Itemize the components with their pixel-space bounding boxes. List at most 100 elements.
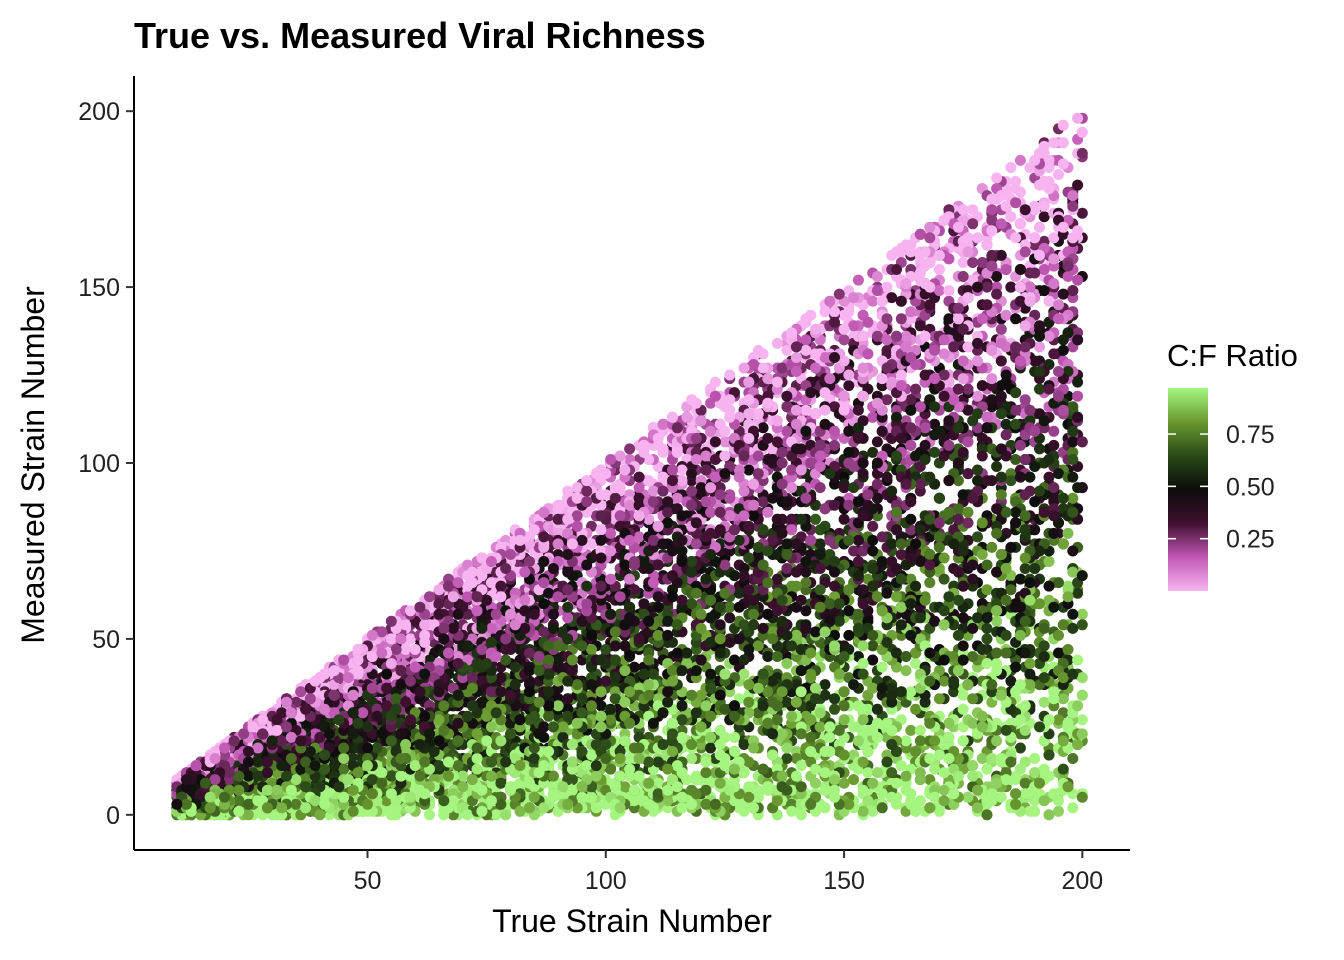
data-point	[1019, 777, 1031, 789]
data-point	[1000, 309, 1012, 321]
data-point	[910, 703, 922, 715]
data-point	[981, 633, 993, 645]
data-point	[1014, 742, 1026, 754]
data-point	[619, 781, 631, 793]
data-point	[919, 330, 931, 342]
data-point	[895, 369, 907, 381]
data-point	[1062, 644, 1074, 655]
data-point	[1076, 714, 1088, 726]
data-point	[733, 587, 745, 599]
data-point	[952, 566, 964, 578]
data-point	[1024, 805, 1036, 817]
data-point	[995, 489, 1007, 501]
data-point	[1043, 162, 1055, 173]
data-point	[933, 541, 945, 553]
data-point	[981, 763, 993, 775]
data-point	[733, 633, 745, 645]
data-point	[1053, 169, 1064, 180]
data-point	[424, 809, 435, 821]
data-point	[400, 644, 412, 655]
data-point	[967, 257, 979, 268]
data-point	[905, 724, 917, 736]
data-point	[1076, 689, 1088, 701]
data-point	[819, 689, 831, 701]
data-point	[781, 496, 793, 508]
data-point	[843, 380, 855, 392]
data-point	[1076, 608, 1088, 620]
data-point	[814, 563, 826, 574]
data-point	[986, 541, 998, 553]
data-point	[991, 288, 1003, 300]
data-point	[938, 348, 950, 360]
data-point	[781, 696, 793, 708]
data-point	[1029, 355, 1041, 367]
data-point	[1053, 468, 1064, 480]
data-point	[1005, 584, 1017, 596]
data-point	[948, 394, 960, 406]
data-point	[957, 612, 969, 624]
data-point	[895, 549, 907, 560]
data-point	[924, 753, 936, 764]
data-point	[586, 644, 597, 655]
data-point	[833, 615, 845, 627]
data-point	[1067, 608, 1079, 620]
data-point	[957, 271, 969, 282]
data-point	[976, 432, 988, 444]
data-point	[695, 608, 707, 620]
data-point	[986, 753, 998, 764]
data-point	[1010, 506, 1022, 518]
data-point	[886, 249, 898, 261]
data-point	[781, 344, 793, 356]
data-point	[924, 549, 936, 560]
data-points	[171, 112, 1088, 821]
data-point	[1067, 802, 1079, 814]
data-point	[962, 791, 974, 803]
data-point	[981, 584, 993, 596]
data-point	[676, 802, 688, 814]
data-point	[781, 658, 793, 669]
data-point	[1072, 179, 1084, 191]
data-point	[991, 615, 1003, 627]
data-point	[933, 693, 945, 705]
data-point	[1029, 524, 1041, 536]
data-point	[1076, 147, 1088, 159]
data-point	[1034, 443, 1045, 455]
data-point	[771, 337, 783, 349]
data-point	[1038, 696, 1050, 708]
data-point	[910, 383, 922, 395]
data-point	[867, 654, 879, 666]
data-point	[867, 446, 879, 458]
data-point	[1053, 647, 1064, 659]
data-point	[1005, 475, 1017, 487]
data-point	[771, 549, 783, 560]
data-point	[867, 411, 879, 423]
data-point	[1057, 344, 1069, 356]
data-point	[738, 668, 750, 680]
data-point	[1072, 587, 1084, 599]
data-point	[976, 753, 988, 764]
data-point	[938, 675, 950, 687]
data-point	[628, 661, 640, 673]
data-point	[1067, 492, 1079, 504]
data-point	[1010, 454, 1022, 465]
data-point	[819, 784, 831, 796]
data-point	[1038, 211, 1050, 223]
data-point	[1048, 492, 1060, 504]
data-point	[972, 802, 983, 814]
data-point	[867, 295, 879, 307]
data-point	[1010, 788, 1022, 800]
data-point	[1014, 573, 1026, 585]
data-point	[981, 281, 993, 293]
data-point	[495, 672, 507, 684]
data-point	[843, 369, 855, 381]
data-point	[514, 805, 526, 817]
data-point	[1043, 809, 1055, 821]
data-point	[1048, 482, 1060, 494]
data-point	[1034, 383, 1045, 395]
data-point	[933, 805, 945, 817]
data-point	[1043, 556, 1055, 567]
data-point	[957, 257, 969, 268]
data-point	[1048, 425, 1060, 437]
data-point	[1048, 439, 1060, 451]
chart-title: True vs. Measured Viral Richness	[134, 15, 706, 56]
